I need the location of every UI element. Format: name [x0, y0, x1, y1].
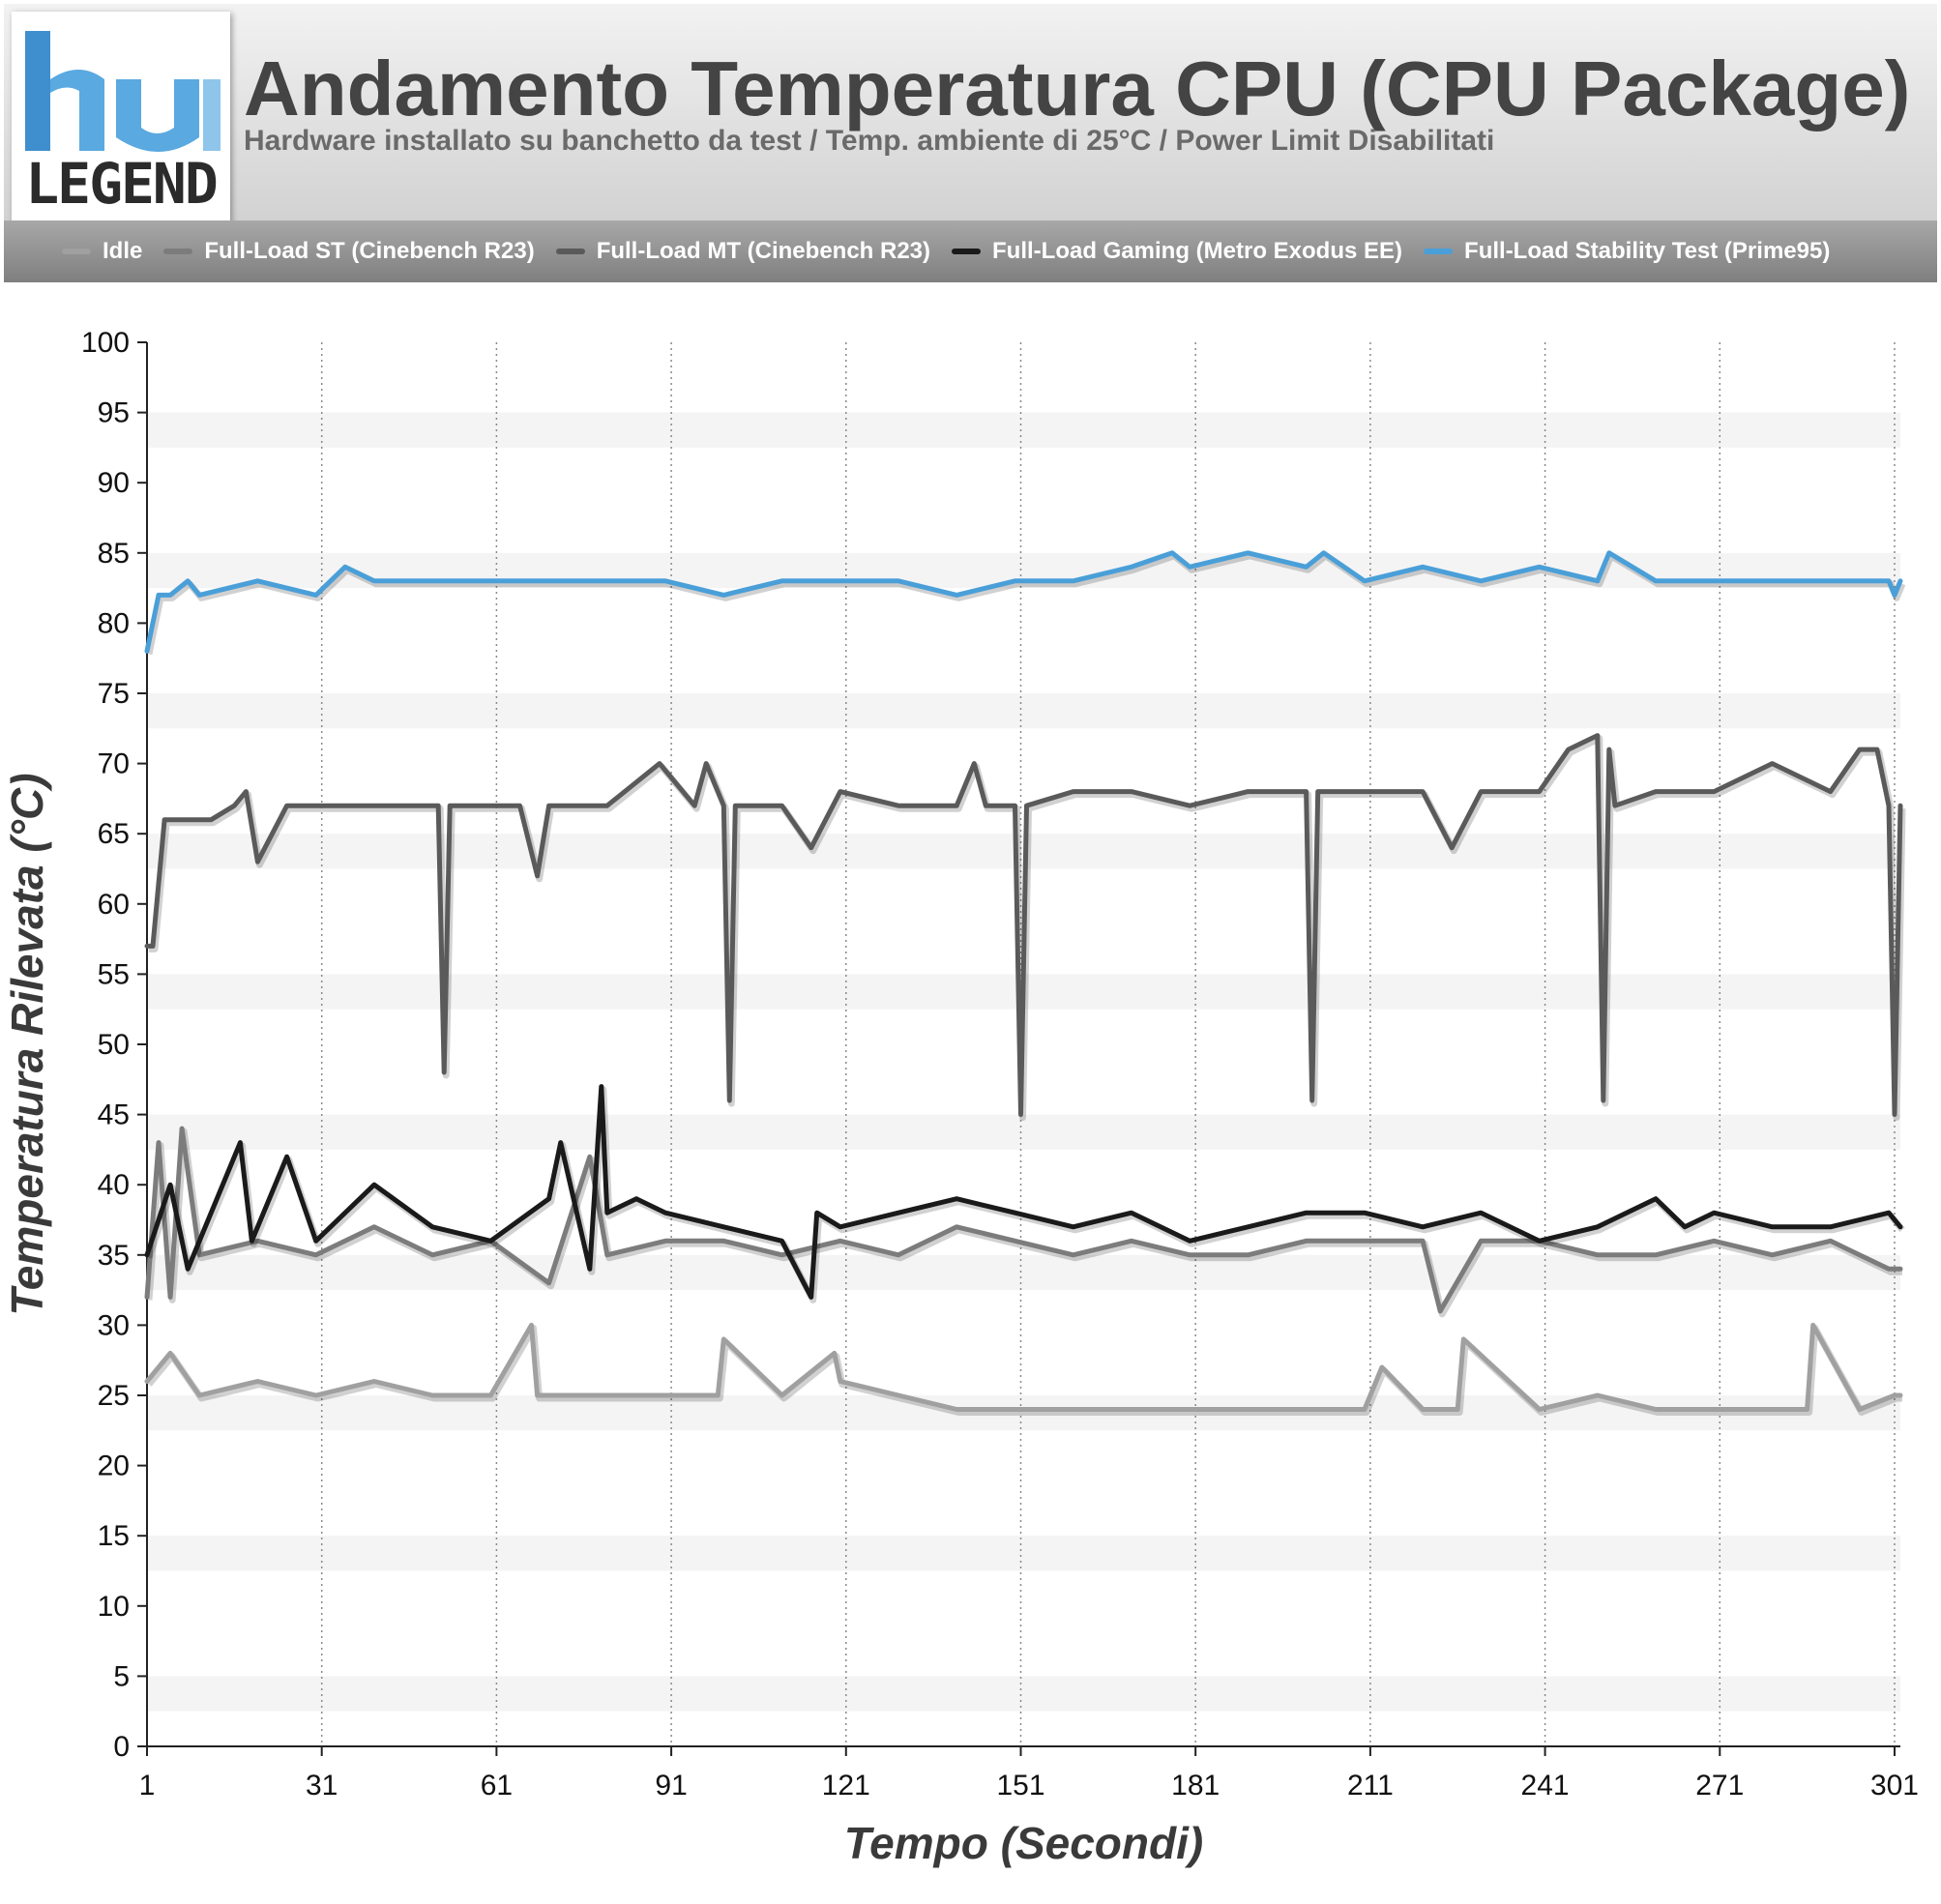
legend-item-full-load-st-cinebench-r23: Full-Load ST (Cinebench R23) — [163, 238, 535, 265]
y-tick-label: 40 — [98, 1169, 130, 1201]
logo-mark-icon — [25, 31, 221, 152]
grid-band — [147, 1536, 1900, 1571]
legend-item-idle: Idle — [62, 238, 142, 265]
legend-swatch — [555, 249, 585, 254]
x-tick-label: 241 — [1521, 1770, 1570, 1801]
x-tick-label: 211 — [1347, 1770, 1394, 1801]
grid-band — [147, 412, 1900, 448]
grid-band — [147, 1676, 1900, 1712]
y-tick-label: 35 — [98, 1240, 130, 1272]
logo-wordmark: LEGEND — [25, 151, 219, 217]
y-tick-label: 85 — [98, 538, 130, 570]
brand-logo: LEGEND — [12, 12, 230, 226]
legend-swatch — [1424, 249, 1454, 254]
x-tick-label: 301 — [1870, 1770, 1919, 1801]
series-line-idle — [144, 1322, 1903, 1412]
x-tick-label: 31 — [306, 1770, 338, 1801]
y-tick-label: 100 — [81, 327, 130, 359]
y-tick-label: 25 — [98, 1380, 130, 1412]
legend-item-full-load-stability-test-prime95: Full-Load Stability Test (Prime95) — [1424, 238, 1830, 265]
x-tick-label: 121 — [822, 1770, 870, 1801]
grid-band — [147, 1465, 1900, 1501]
grid-band — [147, 1395, 1900, 1431]
y-tick-label: 10 — [98, 1591, 130, 1623]
grid-band — [147, 1254, 1900, 1291]
y-tick-label: 70 — [98, 748, 130, 780]
legend-label: Full-Load Stability Test (Prime95) — [1464, 238, 1831, 264]
chart-subtitle: Hardware installato su banchetto da test… — [244, 125, 1495, 157]
grid-band — [147, 1605, 1900, 1642]
chart-legend: Idle Full-Load ST (Cinebench R23) Full-Loa… — [62, 220, 1851, 282]
y-tick-label: 90 — [98, 467, 130, 499]
series-line-shadow-idle — [146, 1324, 1902, 1416]
chart-title: Andamento Temperatura CPU (CPU Package) — [244, 45, 1911, 132]
x-tick-label: 151 — [996, 1770, 1044, 1801]
grid-band — [147, 1325, 1900, 1361]
x-axis-title: Tempo (Secondi) — [844, 1818, 1203, 1868]
y-tick-label: 30 — [98, 1309, 130, 1341]
legend-bar: Idle Full-Load ST (Cinebench R23) Full-Loa… — [4, 220, 1937, 282]
chart-header — [4, 4, 1937, 220]
y-tick-label: 20 — [98, 1450, 130, 1482]
legend-label: Full-Load Gaming (Metro Exodus EE) — [992, 238, 1403, 264]
grid-band — [147, 483, 1900, 518]
y-tick-label: 65 — [98, 818, 130, 850]
x-tick-label: 271 — [1695, 1770, 1744, 1801]
y-tick-label: 45 — [98, 1099, 130, 1131]
x-tick-label: 91 — [655, 1770, 687, 1801]
grid-band — [147, 623, 1900, 659]
legend-swatch — [62, 249, 91, 254]
grid-band — [147, 342, 1900, 378]
x-tick-label: 61 — [481, 1770, 513, 1801]
y-tick-label: 60 — [98, 889, 130, 921]
grid-band — [147, 693, 1900, 729]
y-tick-label: 5 — [113, 1660, 130, 1692]
legend-swatch — [952, 249, 982, 254]
legend-swatch — [163, 249, 193, 254]
series-line-full-load-mt-cinebench-r23 — [144, 733, 1903, 1118]
series-line-full-load-st-cinebench-r23 — [144, 1126, 1903, 1314]
legend-item-full-load-gaming-metro-exodus-ee: Full-Load Gaming (Metro Exodus EE) — [952, 238, 1402, 265]
y-tick-label: 80 — [98, 607, 130, 639]
grid-band — [147, 1114, 1900, 1150]
x-tick-label: 181 — [1171, 1770, 1220, 1801]
legend-label: Idle — [103, 238, 143, 264]
y-tick-label: 75 — [98, 678, 130, 710]
y-tick-label: 95 — [98, 397, 130, 429]
x-tick-label: 1 — [139, 1770, 156, 1801]
y-tick-label: 15 — [98, 1520, 130, 1552]
y-tick-label: 55 — [98, 958, 130, 990]
legend-label: Full-Load MT (Cinebench R23) — [596, 238, 931, 264]
series-line-full-load-stability-test-prime95 — [144, 550, 1903, 654]
legend-label: Full-Load ST (Cinebench R23) — [204, 238, 535, 264]
grid-band — [147, 763, 1900, 799]
y-tick-label: 0 — [113, 1731, 130, 1763]
y-axis-title: Temperatura Rilevata (°C) — [2, 773, 52, 1315]
legend-item-full-load-mt-cinebench-r23: Full-Load MT (Cinebench R23) — [555, 238, 931, 265]
series-line-full-load-gaming-metro-exodus-ee — [144, 1084, 1903, 1300]
y-tick-label: 50 — [98, 1029, 130, 1061]
